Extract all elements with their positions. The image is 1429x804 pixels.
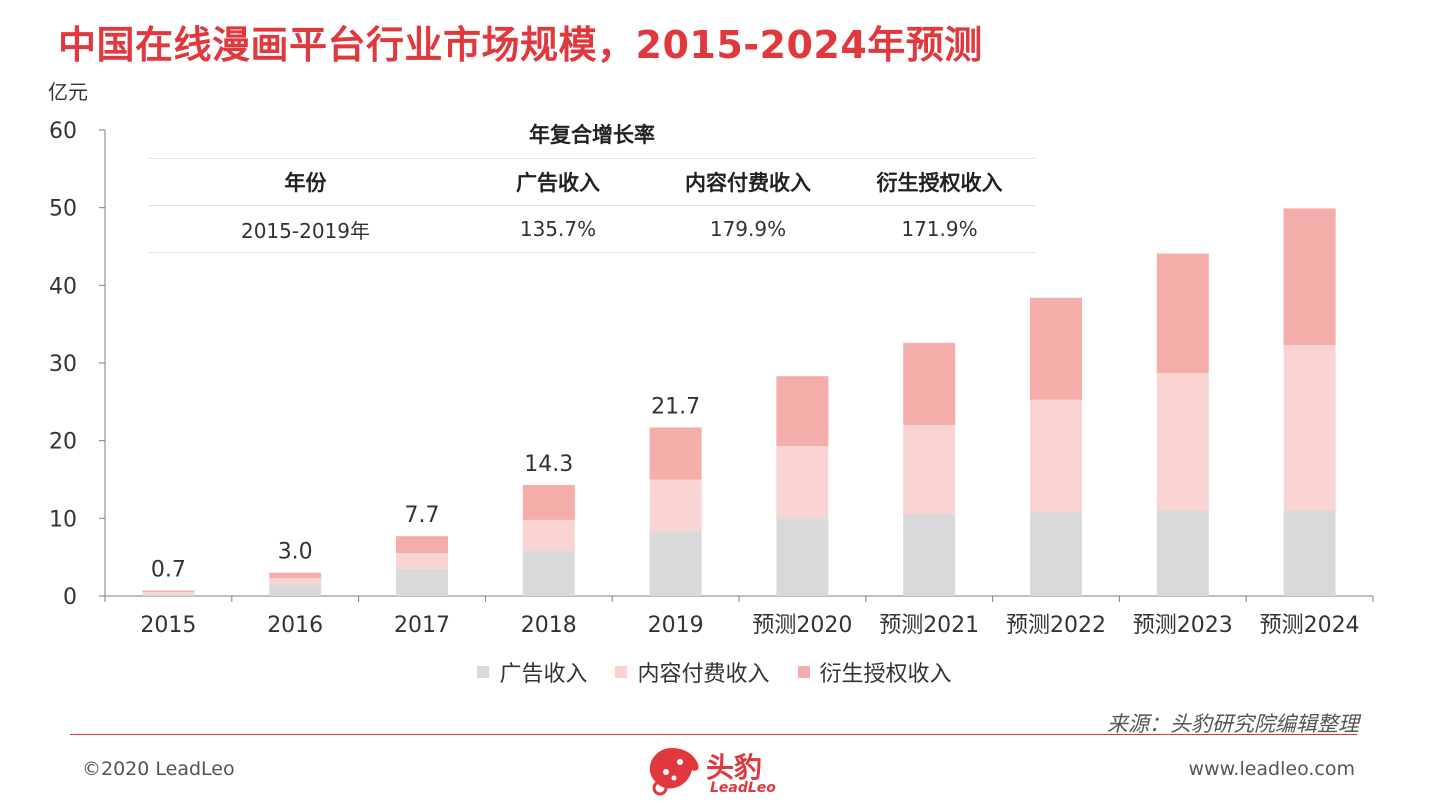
legend-swatch-derivative (797, 666, 810, 678)
legend-label-ad: 广告收入 (499, 662, 588, 687)
bar-segment-ad (269, 584, 322, 596)
bar-segment-content (269, 578, 322, 585)
legend-item-content: 内容付费收入 (615, 656, 770, 688)
bar-segment-derivative (776, 376, 829, 447)
bar-segment-content (903, 425, 956, 515)
y-tick-label: 50 (49, 197, 77, 222)
stacked-bar-chart: 0 10 20 30 40 50 60 0.7 2015 3.0 2016 7.7 2017 14.3 20… (49, 119, 1374, 638)
legend-item-ad: 广告收入 (477, 656, 587, 688)
x-tick-label: 预测2020 (752, 613, 852, 638)
cagr-header-row: 年份 广告收入 内容付费收入 衍生授权收入 (148, 159, 1036, 206)
bar-segment-content (1030, 399, 1082, 513)
y-tick-label: 10 (49, 507, 77, 532)
bar-segment-derivative (1156, 253, 1209, 374)
x-tick-label: 2017 (394, 613, 450, 638)
bar-segment-content (649, 479, 702, 531)
x-tick-label: 2016 (267, 613, 323, 638)
bar-segment-content (522, 519, 575, 551)
bar-total-label: 3.0 (278, 540, 313, 565)
y-tick-label: 30 (49, 352, 77, 377)
bar-segment-ad (1283, 510, 1336, 596)
bar-segment-ad (776, 518, 829, 596)
bar-segment-content (776, 446, 829, 519)
bar-segment-ad (1156, 510, 1209, 596)
leadleo-logo: 头豹 LeadLeo (644, 742, 794, 800)
cagr-cell-period: 2015-2019年 (240, 218, 370, 243)
x-tick-label: 2018 (521, 613, 577, 638)
x-tick-label: 预测2022 (1006, 613, 1106, 638)
cagr-cell-derivative: 171.9% (901, 217, 978, 241)
x-tick-label: 预测2021 (879, 613, 979, 638)
x-tick-label: 2019 (648, 613, 704, 638)
bar-segment-derivative (903, 342, 956, 426)
legend-label-content: 内容付费收入 (637, 662, 770, 687)
legend-swatch-content (615, 666, 628, 678)
bar-segment-content (1283, 345, 1336, 511)
cagr-header-content: 内容付费收入 (685, 171, 811, 195)
bar-segment-derivative (649, 427, 702, 480)
cagr-table: 年复合增长率 年份 广告收入 内容付费收入 衍生授权收入 2015-2019年 … (148, 112, 1036, 253)
bar-segment-content (396, 553, 448, 569)
legend-label-derivative: 衍生授权收入 (819, 662, 952, 687)
copyright-text: ©2020 LeadLeo (82, 758, 235, 780)
bar-segment-derivative (1283, 208, 1336, 346)
leopard-icon (649, 748, 699, 796)
bar-total-label: 14.3 (524, 452, 573, 477)
website-link[interactable]: www.leadleo.com (1188, 758, 1355, 780)
bar-segment-derivative (522, 484, 575, 520)
cagr-header-derivative: 衍生授权收入 (876, 171, 1003, 195)
cagr-table-title: 年复合增长率 (148, 112, 1036, 159)
y-tick-label: 60 (49, 119, 77, 144)
footer-divider (70, 734, 1357, 735)
x-tick-label: 2015 (140, 613, 196, 638)
bar-total-label: 21.7 (651, 394, 700, 419)
chart-legend: 广告收入 内容付费收入 衍生授权收入 (0, 656, 1429, 688)
bar-segment-derivative (396, 536, 448, 554)
legend-item-derivative: 衍生授权收入 (797, 656, 952, 688)
bar-segment-derivative (142, 590, 195, 593)
logo-text: 头豹 (706, 751, 763, 784)
legend-swatch-ad (477, 666, 490, 678)
source-note: 来源：头豹研究院编辑整理 (1107, 712, 1359, 736)
cagr-cell-content: 179.9% (709, 217, 787, 241)
y-tick-label: 0 (63, 585, 77, 610)
x-tick-label: 预测2024 (1260, 613, 1360, 638)
bar-segment-ad (1030, 512, 1082, 596)
bar-total-label: 7.7 (405, 503, 440, 528)
bar-segment-ad (396, 568, 448, 596)
bar-segment-ad (903, 514, 956, 596)
y-tick-label: 40 (49, 274, 77, 299)
chart-title: 中国在线漫画平台行业市场规模，2015-2024年预测 (58, 23, 983, 67)
bar-segment-content (142, 592, 195, 595)
x-tick-label: 预测2023 (1133, 613, 1233, 638)
cagr-header-year: 年份 (284, 171, 327, 195)
logo-subtext: LeadLeo (710, 780, 776, 796)
bar-segment-ad (522, 550, 575, 596)
bar-segment-ad (142, 594, 195, 596)
y-axis-unit-label: 亿元 (48, 80, 88, 104)
cagr-header-ad: 广告收入 (516, 171, 600, 195)
cagr-data-row: 2015-2019年 135.7% 179.9% 171.9% (148, 206, 1036, 253)
bar-segment-derivative (1030, 297, 1082, 400)
bar-total-label: 0.7 (151, 558, 186, 583)
bar-segment-derivative (269, 572, 322, 579)
bar-segment-ad (649, 530, 702, 596)
bar-segment-content (1156, 373, 1209, 511)
y-tick-label: 20 (49, 430, 77, 455)
cagr-cell-ad: 135.7% (519, 217, 597, 241)
